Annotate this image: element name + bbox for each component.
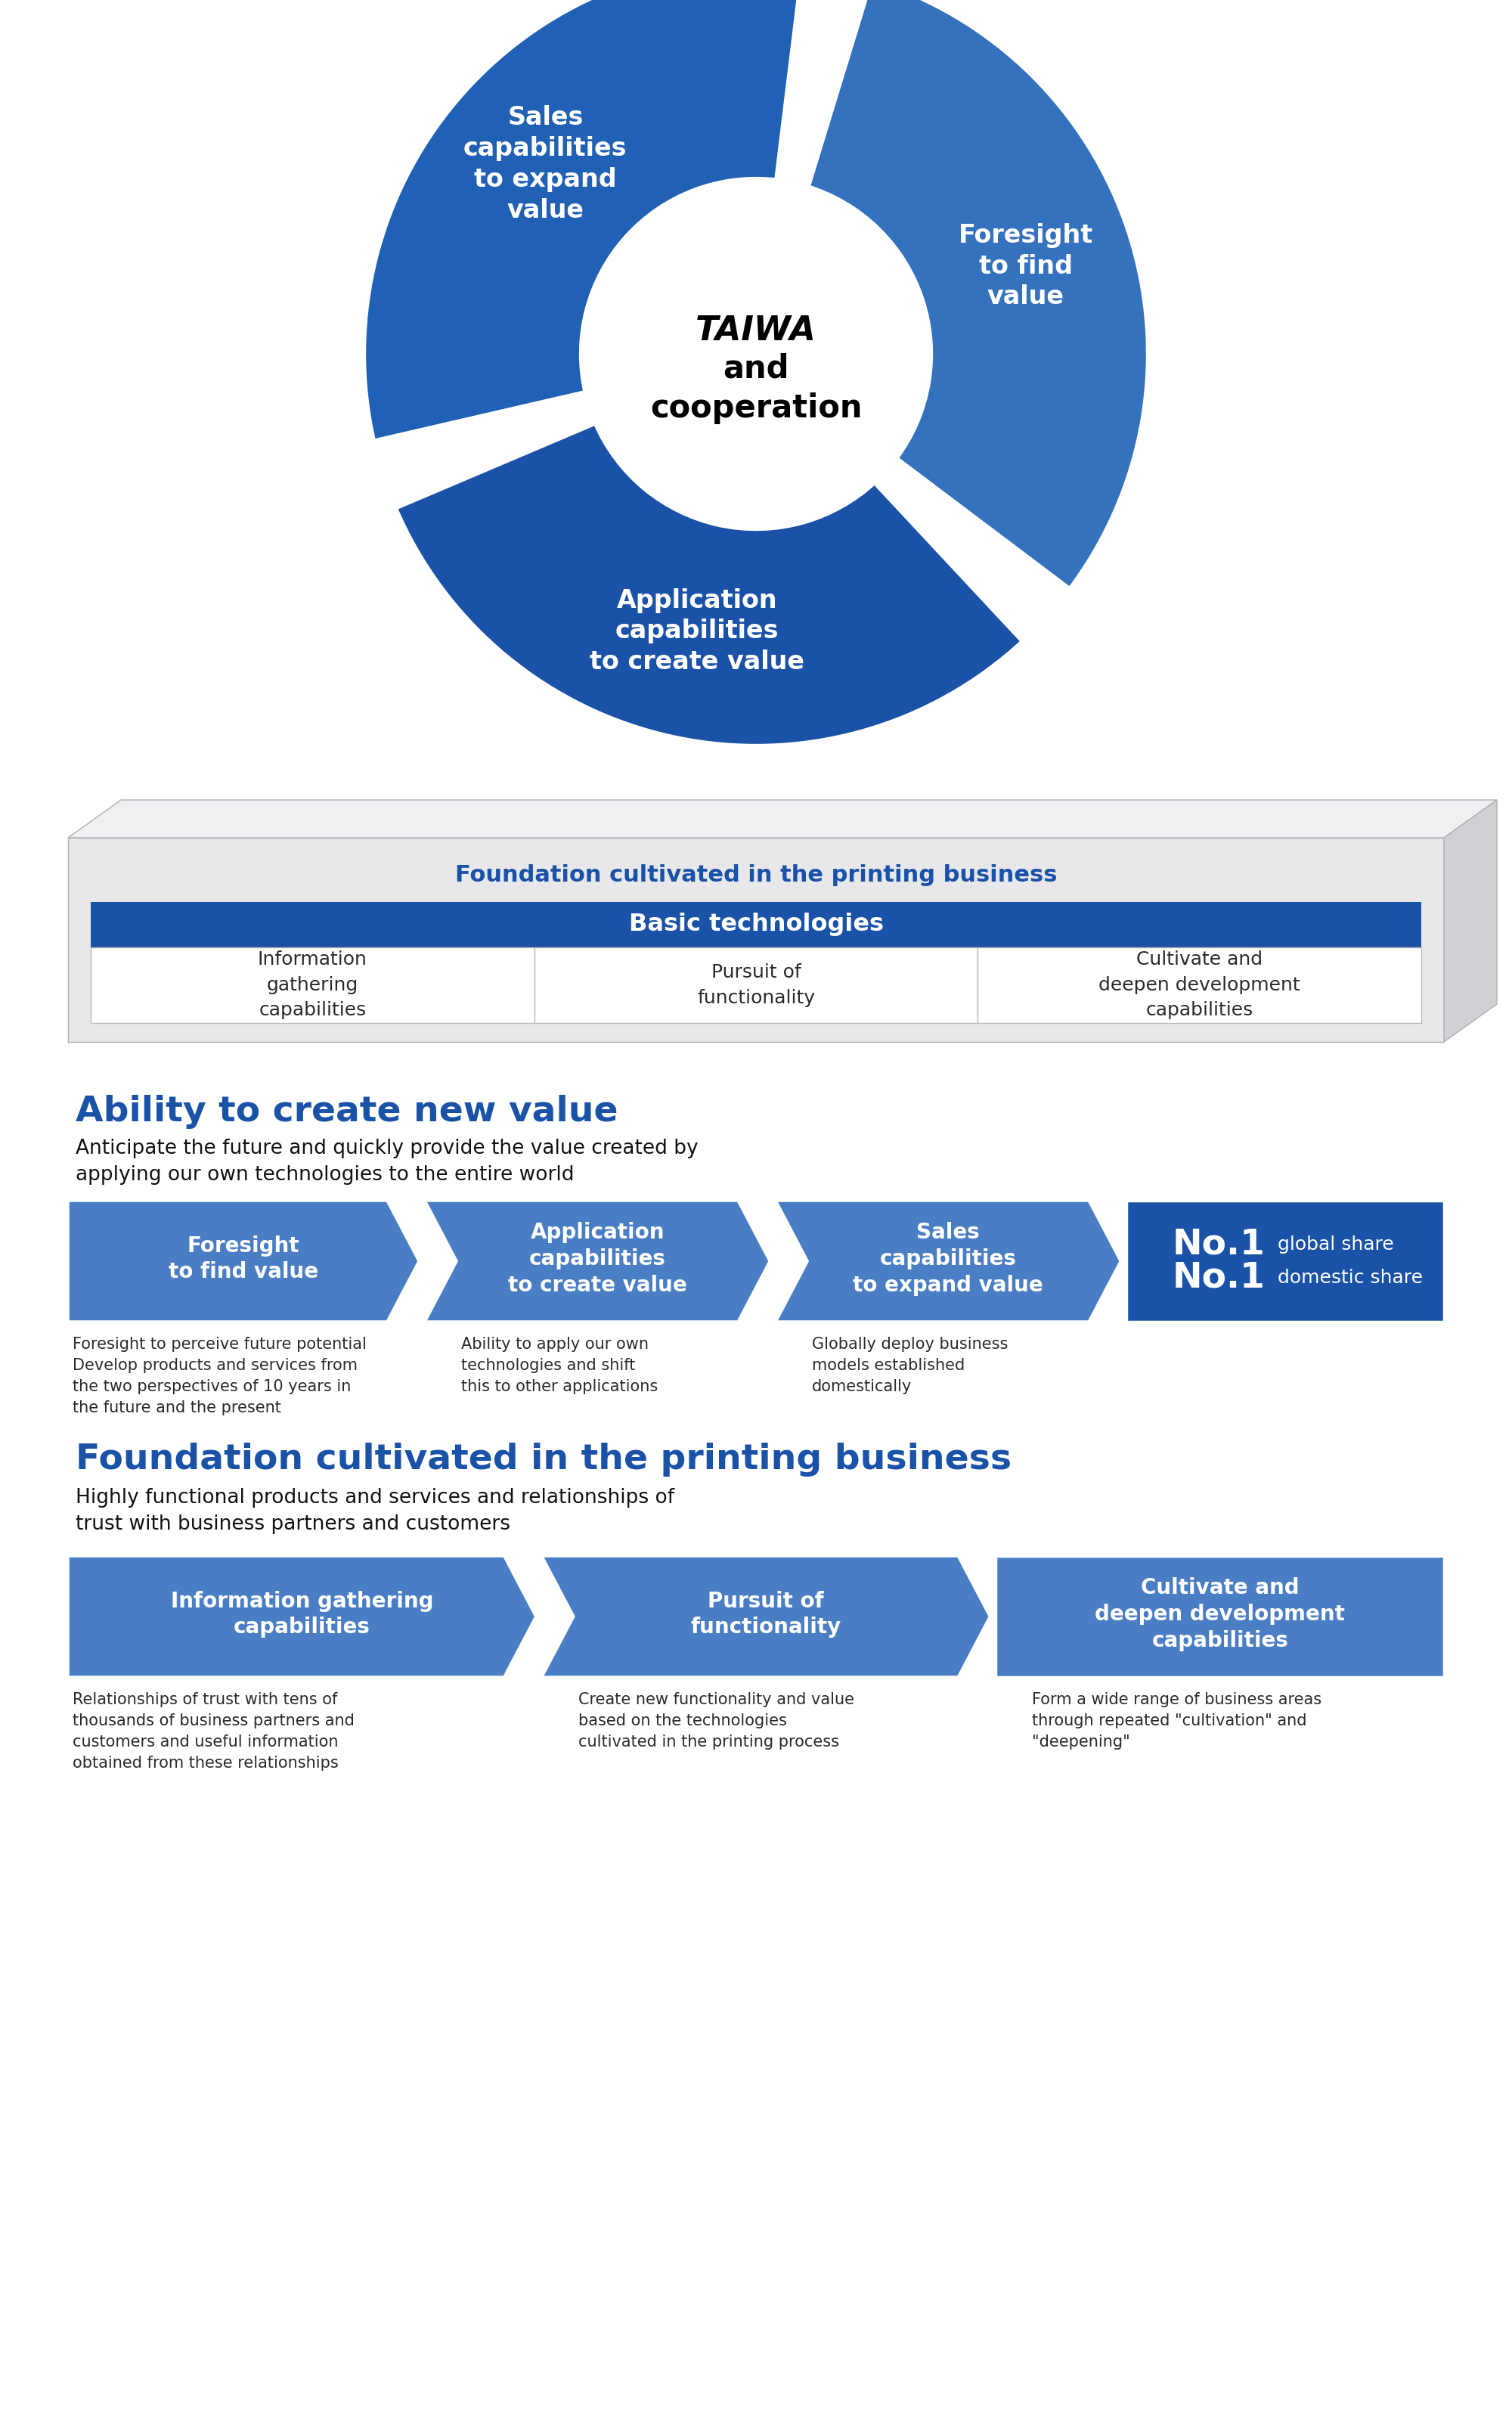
- Polygon shape: [1444, 800, 1497, 1042]
- Text: Information
gathering
capabilities: Information gathering capabilities: [257, 950, 367, 1020]
- Text: Foresight
to find value: Foresight to find value: [168, 1236, 319, 1282]
- Text: Form a wide range of business areas
through repeated "cultivation" and
"deepenin: Form a wide range of business areas thro…: [1033, 1693, 1321, 1751]
- Polygon shape: [776, 1202, 1120, 1323]
- Text: Relationships of trust with tens of
thousands of business partners and
customers: Relationships of trust with tens of thou…: [73, 1693, 354, 1770]
- Polygon shape: [1126, 1202, 1444, 1323]
- Polygon shape: [91, 902, 1421, 948]
- Text: cooperation: cooperation: [650, 392, 862, 423]
- Wedge shape: [395, 421, 1024, 747]
- Text: Foundation cultivated in the printing business: Foundation cultivated in the printing bu…: [76, 1444, 1012, 1477]
- Text: Pursuit of
functionality: Pursuit of functionality: [691, 1591, 841, 1637]
- Text: Sales
capabilities
to expand value: Sales capabilities to expand value: [853, 1221, 1043, 1296]
- Text: Cultivate and
deepen development
capabilities: Cultivate and deepen development capabil…: [1095, 1577, 1346, 1651]
- Text: No.1: No.1: [1172, 1228, 1266, 1262]
- Text: Sales
capabilities
to expand
value: Sales capabilities to expand value: [464, 106, 627, 222]
- Polygon shape: [91, 948, 534, 1023]
- Text: Ability to apply our own
technologies and shift
this to other applications: Ability to apply our own technologies an…: [461, 1337, 658, 1395]
- Polygon shape: [996, 1557, 1444, 1678]
- Text: Foresight to perceive future potential
Develop products and services from
the tw: Foresight to perceive future potential D…: [73, 1337, 366, 1415]
- Text: Create new functionality and value
based on the technologies
cultivated in the p: Create new functionality and value based…: [578, 1693, 854, 1751]
- Text: Foundation cultivated in the printing business: Foundation cultivated in the printing bu…: [455, 863, 1057, 885]
- Text: global share: global share: [1278, 1236, 1394, 1253]
- Text: Highly functional products and services and relationships of
trust with business: Highly functional products and services …: [76, 1487, 674, 1533]
- Text: Globally deploy business
models established
domestically: Globally deploy business models establis…: [812, 1337, 1009, 1395]
- Text: Application
capabilities
to create value: Application capabilities to create value: [590, 588, 804, 675]
- Text: Application
capabilities
to create value: Application capabilities to create value: [508, 1221, 686, 1296]
- Text: Ability to create new value: Ability to create new value: [76, 1095, 618, 1129]
- Circle shape: [584, 181, 928, 527]
- Wedge shape: [363, 0, 804, 442]
- Text: Pursuit of
functionality: Pursuit of functionality: [697, 962, 815, 1006]
- Text: Anticipate the future and quickly provide the value created by
applying our own : Anticipate the future and quickly provid…: [76, 1139, 699, 1185]
- Polygon shape: [68, 1202, 419, 1323]
- Text: No.1: No.1: [1172, 1260, 1266, 1294]
- Text: Information gathering
capabilities: Information gathering capabilities: [171, 1591, 434, 1637]
- Polygon shape: [978, 948, 1421, 1023]
- Polygon shape: [541, 1557, 990, 1678]
- Polygon shape: [68, 1557, 535, 1678]
- Polygon shape: [425, 1202, 770, 1323]
- Text: Cultivate and
deepen development
capabilities: Cultivate and deepen development capabil…: [1099, 950, 1300, 1020]
- Text: Foresight
to find
value: Foresight to find value: [959, 222, 1093, 310]
- Polygon shape: [68, 800, 1497, 837]
- Text: domestic share: domestic share: [1278, 1269, 1423, 1286]
- Wedge shape: [807, 0, 1149, 590]
- Text: TAIWA: TAIWA: [696, 314, 816, 348]
- Polygon shape: [534, 948, 978, 1023]
- Text: Basic technologies: Basic technologies: [629, 914, 883, 936]
- Text: and: and: [723, 353, 789, 384]
- Polygon shape: [68, 837, 1444, 1042]
